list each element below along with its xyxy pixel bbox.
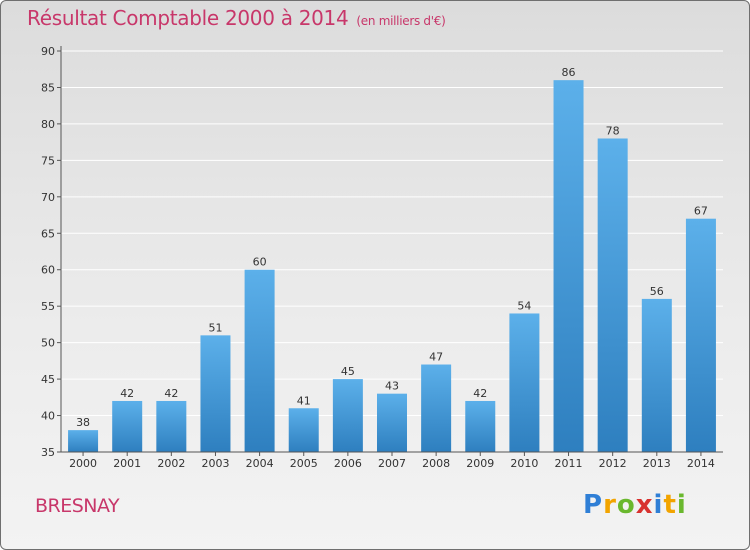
x-tick-label: 2007 xyxy=(378,457,406,470)
data-label: 42 xyxy=(473,387,487,400)
y-tick-label: 85 xyxy=(41,81,55,94)
logo-letter: x xyxy=(635,490,654,520)
data-label: 86 xyxy=(562,66,576,79)
bar xyxy=(200,335,231,452)
y-tick-label: 65 xyxy=(41,227,55,240)
y-tick-label: 50 xyxy=(41,337,55,350)
data-label: 41 xyxy=(297,394,311,407)
logo-letter: t xyxy=(663,490,677,520)
data-label: 67 xyxy=(694,205,708,218)
x-tick-label: 2006 xyxy=(334,457,362,470)
logo-letter: r xyxy=(603,490,617,520)
logo-letter: i xyxy=(676,490,687,520)
data-label: 60 xyxy=(253,256,267,269)
data-label: 78 xyxy=(606,124,620,137)
bar xyxy=(377,393,407,452)
logo-letter: i xyxy=(653,490,664,520)
y-tick-label: 55 xyxy=(41,300,55,313)
proxiti-logo: Proxiti xyxy=(583,490,687,520)
y-tick-label: 45 xyxy=(41,373,55,386)
logo-letter: P xyxy=(583,490,604,520)
x-tick-label: 2002 xyxy=(157,457,185,470)
bar xyxy=(465,400,496,452)
bar xyxy=(509,313,540,452)
bar xyxy=(553,80,584,452)
x-tick-label: 2005 xyxy=(290,457,318,470)
y-tick-label: 35 xyxy=(41,446,55,459)
logo-letter: o xyxy=(616,490,636,520)
x-tick-label: 2004 xyxy=(246,457,274,470)
y-tick-label: 75 xyxy=(41,154,55,167)
data-labels: 38 42 42 51 60 41 45 43 47 42 54 86 78 56 67 xyxy=(76,66,708,429)
y-tick-label: 40 xyxy=(41,410,55,423)
title-text: Résultat Comptable 2000 à 2014 xyxy=(27,6,349,30)
x-tick-label: 2010 xyxy=(510,457,538,470)
bars xyxy=(68,80,716,452)
x-tick-label: 2012 xyxy=(599,457,627,470)
bar xyxy=(685,218,716,452)
data-label: 42 xyxy=(164,387,178,400)
x-tick-label: 2011 xyxy=(555,457,583,470)
data-label: 56 xyxy=(650,285,664,298)
bar xyxy=(288,408,319,452)
data-label: 45 xyxy=(341,365,355,378)
bar xyxy=(421,364,452,452)
bar xyxy=(156,400,187,452)
data-label: 51 xyxy=(208,321,222,334)
axes: 35 40 45 50 55 60 65 70 75 80 85 90 2000 2001 2002 2003… xyxy=(41,45,723,470)
x-tick-label: 2003 xyxy=(201,457,229,470)
x-tick-label: 2008 xyxy=(422,457,450,470)
data-label: 42 xyxy=(120,387,134,400)
bar xyxy=(641,298,672,452)
y-tick-label: 80 xyxy=(41,118,55,131)
x-tick-label: 2013 xyxy=(643,457,671,470)
y-tick-label: 70 xyxy=(41,191,55,204)
bar xyxy=(68,430,99,452)
data-label: 43 xyxy=(385,380,399,393)
chart-title: Résultat Comptable 2000 à 2014 (en millie… xyxy=(27,6,446,30)
bar xyxy=(597,138,628,452)
bar xyxy=(332,379,363,452)
data-label: 47 xyxy=(429,351,443,364)
x-tick-label: 2000 xyxy=(69,457,97,470)
x-tick-label: 2009 xyxy=(466,457,494,470)
commune-name: BRESNAY xyxy=(35,495,120,517)
data-label: 54 xyxy=(517,299,531,312)
y-tick-label: 90 xyxy=(41,45,55,58)
x-tick-label: 2014 xyxy=(687,457,715,470)
data-label: 38 xyxy=(76,416,90,429)
y-tick-label: 60 xyxy=(41,264,55,277)
bar xyxy=(112,400,143,452)
bar xyxy=(244,269,275,452)
bar-chart: 35 40 45 50 55 60 65 70 75 80 85 90 2000 2001 2002 2003… xyxy=(41,45,723,470)
x-tick-label: 2001 xyxy=(113,457,141,470)
chart-subtitle: (en milliers d'€) xyxy=(356,14,446,28)
